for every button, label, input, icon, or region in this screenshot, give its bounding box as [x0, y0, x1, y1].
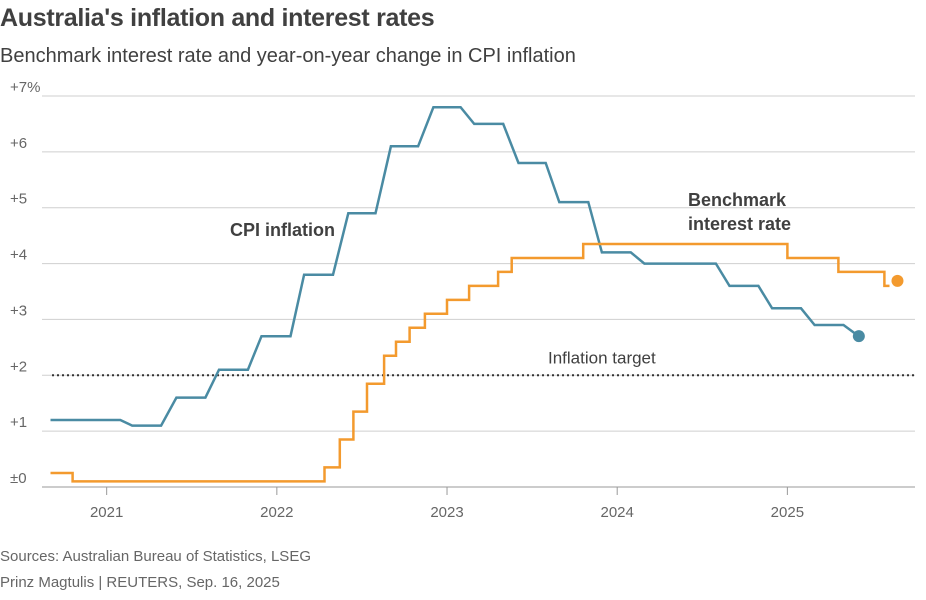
x-tick-label: 2023	[430, 504, 463, 521]
rate-series-label-line1: Benchmark	[688, 190, 787, 210]
y-tick-label: +1	[10, 414, 27, 431]
sources-note: Sources: Australian Bureau of Statistics…	[0, 548, 311, 565]
chart-title: Australia's inflation and interest rates	[0, 4, 435, 32]
y-tick-label: +6	[10, 135, 27, 152]
benchmark-rate-line	[50, 242, 890, 483]
cpi-inflation-line	[50, 105, 860, 427]
x-tick-label: 2024	[601, 504, 634, 521]
cpi-series-label: CPI inflation	[230, 220, 335, 240]
x-tick-label: 2022	[260, 504, 293, 521]
chart-subtitle: Benchmark interest rate and year-on-year…	[0, 45, 576, 67]
y-tick-label: +4	[10, 247, 27, 264]
x-tick-label: 2025	[771, 504, 804, 521]
credit-note: Prinz Magtulis | REUTERS, Sep. 16, 2025	[0, 574, 280, 591]
y-tick-label: +7%	[10, 79, 40, 96]
inflation-target-label: Inflation target	[548, 348, 656, 367]
rate-series-label-line2: interest rate	[688, 214, 791, 234]
x-tick-label: 2021	[90, 504, 123, 521]
cpi-end-marker	[852, 330, 865, 343]
y-tick-label: +2	[10, 358, 27, 375]
y-tick-label: +5	[10, 191, 27, 208]
rate-end-marker	[891, 274, 904, 287]
y-tick-label: ±0	[10, 470, 27, 487]
y-tick-label: +3	[10, 302, 27, 319]
